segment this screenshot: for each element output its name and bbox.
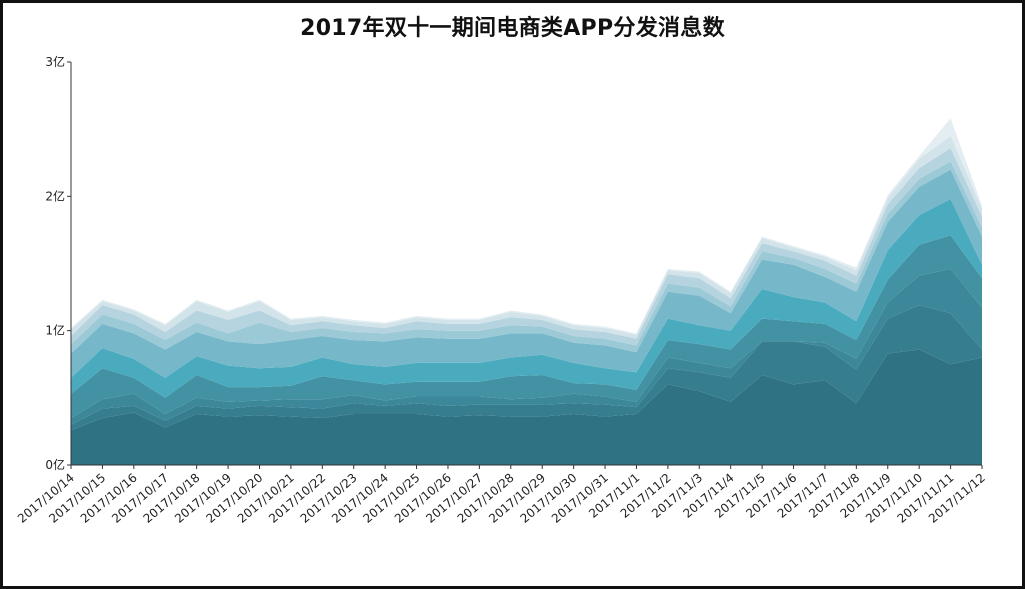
area-series-6 (71, 169, 982, 378)
chart-title: 2017年双十一期间电商类APP分发消息数 (300, 16, 725, 41)
y-tick-label: 1亿 (45, 323, 65, 338)
y-tick-label: 3亿 (45, 54, 65, 69)
y-tick-label: 0亿 (45, 457, 65, 472)
area-series-2 (71, 305, 982, 431)
area-series-5 (71, 199, 982, 398)
window-edge-marker (0, 44, 3, 154)
area-series-1 (71, 349, 982, 465)
area-series-4 (71, 235, 982, 418)
y-tick-label: 2亿 (45, 188, 65, 203)
